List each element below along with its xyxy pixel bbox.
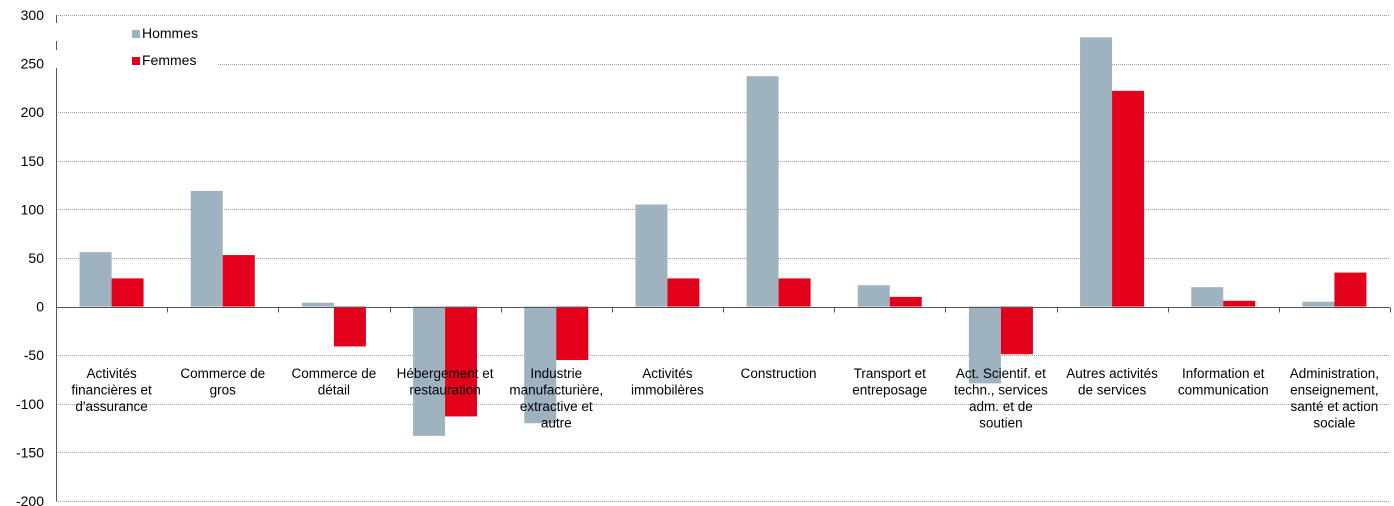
category-label-line: communication xyxy=(1178,383,1269,398)
bar-femmes xyxy=(778,278,811,307)
category-label-line: autre xyxy=(541,416,572,431)
bar-femmes xyxy=(333,306,366,347)
category-label: Act. Scientif. et techn., services adm. et… xyxy=(954,366,1048,431)
category-label-line: gros xyxy=(210,383,237,398)
category-label: Commerce de gros xyxy=(180,366,265,398)
legend-item-femmes: Femmes xyxy=(50,50,218,68)
category-label-line: santé et action xyxy=(1291,399,1379,414)
category-label: Commerce de détail xyxy=(292,366,377,398)
bar-femmes xyxy=(667,278,700,307)
legend-item-hommes: Hommes xyxy=(50,23,218,41)
category-label-line: Autres activités xyxy=(1066,366,1158,381)
bar-hommes xyxy=(1302,301,1335,307)
category-label-line: sociale xyxy=(1313,416,1355,431)
bar-hommes xyxy=(635,204,668,307)
category-label-line: de services xyxy=(1078,383,1147,398)
legend-label: Femmes xyxy=(142,52,196,68)
bar-hommes xyxy=(968,306,1001,384)
category-label: Administration, enseignement, santé et act… xyxy=(1290,366,1379,431)
y-tick-label: -50 xyxy=(24,347,44,363)
bar-hommes xyxy=(524,306,557,424)
category-label-line: techn., services xyxy=(954,383,1048,398)
category-label-line: Hébergement et xyxy=(397,366,494,381)
category-label: Hébergement et restauration xyxy=(397,366,494,398)
y-tick-label: -150 xyxy=(16,444,44,460)
bars xyxy=(79,37,1367,436)
category-labels: Activités financières et d'assurance Commer… xyxy=(71,366,1379,431)
category-label-line: adm. et de xyxy=(969,399,1033,414)
category-label-line: immobilères xyxy=(631,383,704,398)
category-label-line: Industrie xyxy=(530,366,582,381)
axes xyxy=(56,15,1391,501)
y-tick-label: 100 xyxy=(21,201,45,217)
category-label: Construction xyxy=(741,366,817,381)
bar-hommes xyxy=(79,252,112,307)
bar-femmes xyxy=(556,306,589,361)
bar-femmes xyxy=(1334,272,1367,307)
y-tick-label: 50 xyxy=(28,250,44,266)
legend-swatch xyxy=(132,57,140,65)
category-label-line: entreposage xyxy=(852,383,927,398)
bar-femmes xyxy=(222,255,255,307)
y-tick-label: -200 xyxy=(16,493,44,506)
legend-label: Hommes xyxy=(142,25,198,41)
bar-hommes xyxy=(1191,287,1224,307)
bar-femmes xyxy=(1223,300,1256,307)
category-label-line: d'assurance xyxy=(75,399,147,414)
legend: Hommes Femmes xyxy=(50,23,218,68)
category-label: Activités immobilères xyxy=(631,366,704,398)
category-label-line: manufacturière, xyxy=(509,383,603,398)
y-tick-label: 300 xyxy=(21,7,45,23)
category-label-line: soutien xyxy=(979,416,1023,431)
category-label-line: détail xyxy=(318,383,350,398)
category-label-line: Construction xyxy=(741,366,817,381)
gridlines xyxy=(56,15,1390,502)
bar-femmes xyxy=(1112,90,1145,307)
bar-femmes xyxy=(445,306,478,417)
y-tick-label: 150 xyxy=(21,153,45,169)
category-label-line: financières et xyxy=(71,383,152,398)
category-label: Information et communication xyxy=(1178,366,1269,398)
category-label-line: Transport et xyxy=(854,366,927,381)
bar-hommes xyxy=(1080,37,1113,307)
bar-femmes xyxy=(111,278,144,307)
bar-femmes xyxy=(889,296,922,307)
category-label: Activités financières et d'assurance xyxy=(71,366,152,414)
category-label-line: Activités xyxy=(86,366,137,381)
bar-hommes xyxy=(746,76,779,307)
bar-hommes xyxy=(190,190,223,307)
category-label-line: enseignement, xyxy=(1290,383,1379,398)
y-tick-label: 0 xyxy=(36,299,44,315)
category-label-line: Act. Scientif. et xyxy=(956,366,1046,381)
category-label-line: Administration, xyxy=(1290,366,1379,381)
category-label-line: restauration xyxy=(409,383,480,398)
y-tick-labels: 300 250 200 150 100 50 0 -50 -100 -150 -200 xyxy=(16,7,44,506)
bar-hommes xyxy=(413,306,446,436)
bar-hommes xyxy=(301,302,334,307)
category-label-line: extractive et xyxy=(520,399,593,414)
category-label-line: Activités xyxy=(642,366,693,381)
category-label: Industrie manufacturière, extractive et aut… xyxy=(509,366,603,431)
y-tick-label: 250 xyxy=(21,56,45,72)
category-label-line: Commerce de xyxy=(180,366,265,381)
category-label: Autres activités de services xyxy=(1066,366,1158,398)
category-label-line: Commerce de xyxy=(292,366,377,381)
bar-hommes xyxy=(857,285,890,307)
legend-swatch xyxy=(132,30,140,38)
category-label-line: Information et xyxy=(1182,366,1265,381)
y-tick-label: -100 xyxy=(16,396,44,412)
bar-femmes xyxy=(1000,306,1033,355)
category-label: Transport et entreposage xyxy=(852,366,927,398)
y-tick-label: 200 xyxy=(21,104,45,120)
